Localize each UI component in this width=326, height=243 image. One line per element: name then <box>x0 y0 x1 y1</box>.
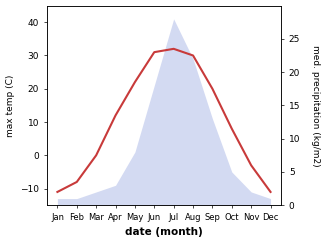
Y-axis label: max temp (C): max temp (C) <box>6 74 15 137</box>
Y-axis label: med. precipitation (kg/m2): med. precipitation (kg/m2) <box>311 44 320 166</box>
X-axis label: date (month): date (month) <box>125 227 203 237</box>
